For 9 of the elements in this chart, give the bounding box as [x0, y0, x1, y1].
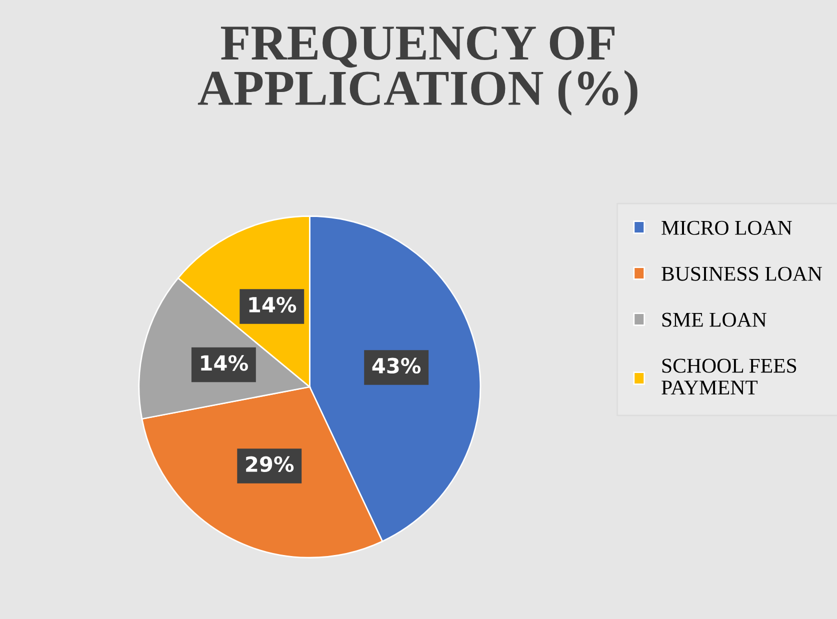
legend-label: SCHOOL FEES PAYMENT: [662, 358, 796, 394]
legend-label: MICRO LOAN: [662, 220, 792, 235]
data-label: 29%: [246, 456, 294, 472]
legend-label: BUSINESS LOAN: [662, 266, 822, 281]
data-label: 43%: [372, 358, 421, 374]
chart-title: FREQUENCY OF APPLICATION (%): [198, 26, 638, 116]
legend-label: SME LOAN: [662, 312, 766, 327]
data-label: 14%: [249, 296, 296, 313]
data-label: 14%: [201, 355, 248, 371]
